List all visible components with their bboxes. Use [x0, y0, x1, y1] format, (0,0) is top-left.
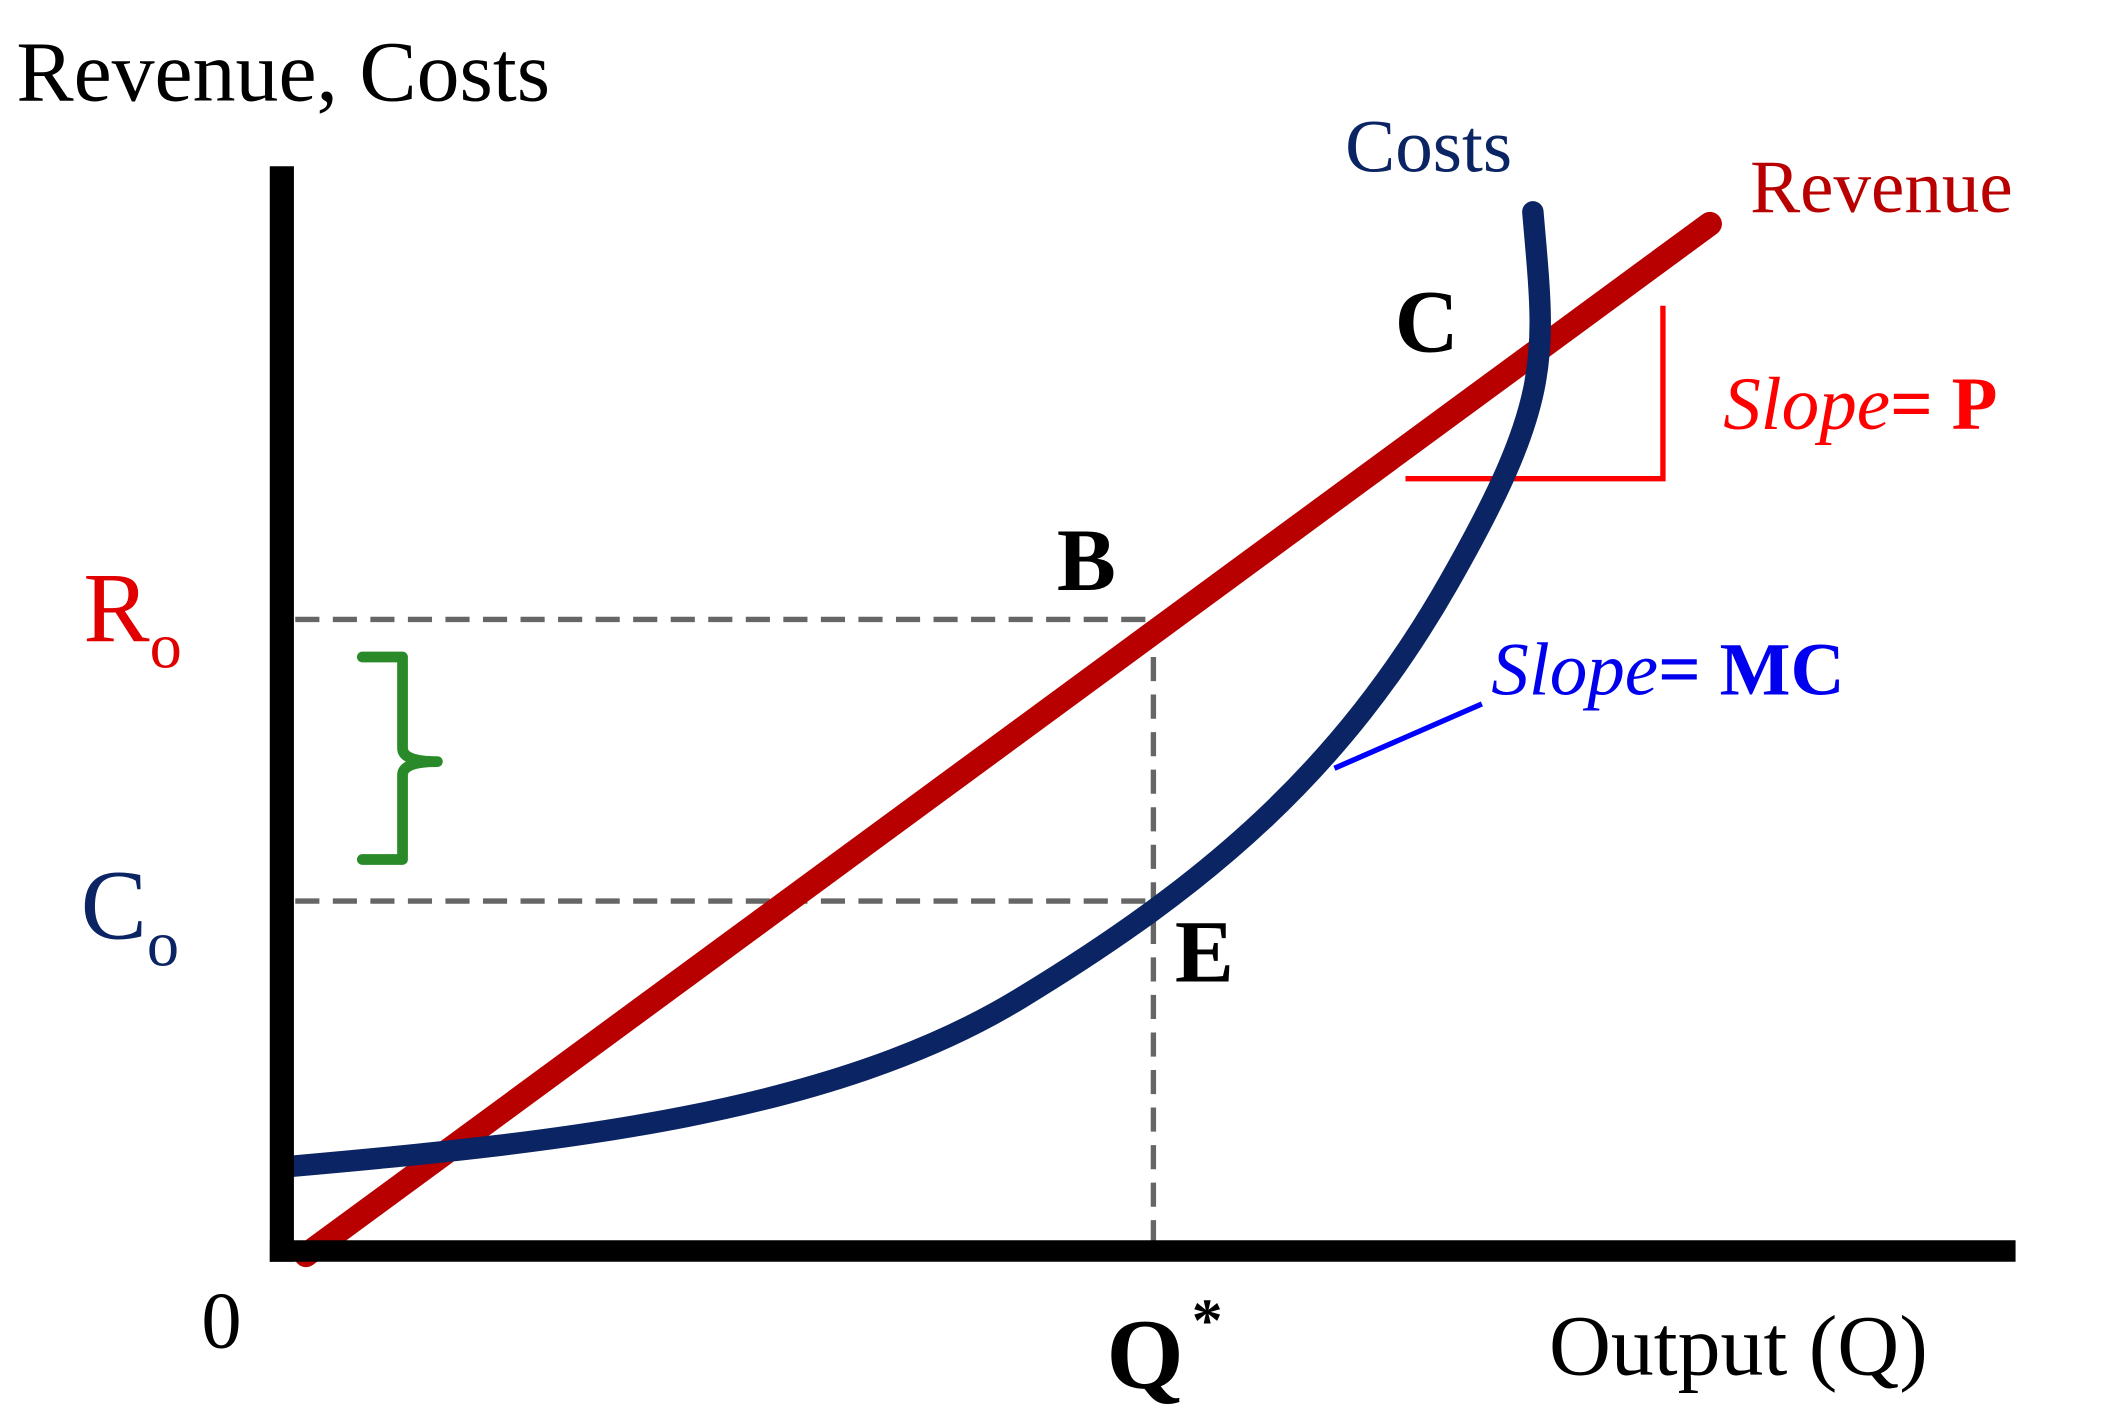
cost-curve [277, 201, 1551, 1178]
slope-p-label: Slope= P [1723, 363, 1997, 446]
c0-sub: o [147, 908, 179, 979]
revenue-line [293, 211, 1722, 1268]
y-axis-label: Revenue, Costs [16, 25, 550, 120]
slope-word: Slope [1491, 629, 1658, 712]
point-label: C [1395, 273, 1459, 371]
q-star-label: Q * [1106, 1287, 1222, 1410]
q-letter: Q [1106, 1301, 1183, 1410]
slope-pointer [1333, 701, 1483, 771]
revenue-label: Revenue [1750, 146, 2013, 229]
c0-letter: C [81, 852, 147, 961]
profit-brace [356, 651, 443, 865]
origin-label: 0 [201, 1277, 241, 1366]
c0-label: Co [81, 852, 179, 980]
slope-mc-label: Slope= MC [1491, 629, 1844, 712]
r0-letter: R [83, 554, 150, 663]
point-label: E [1175, 903, 1234, 1001]
slope-rest: = MC [1658, 629, 1845, 712]
r0-label: Ro [83, 554, 181, 682]
point-label: B [1057, 512, 1116, 610]
costs-label: Costs [1345, 106, 1512, 189]
r0-sub: o [150, 611, 182, 682]
slope-word: Slope [1723, 363, 1890, 446]
q-star: * [1192, 1287, 1223, 1355]
x-axis-label: Output (Q) [1549, 1298, 1928, 1393]
slope-rest: = P [1890, 363, 1997, 446]
